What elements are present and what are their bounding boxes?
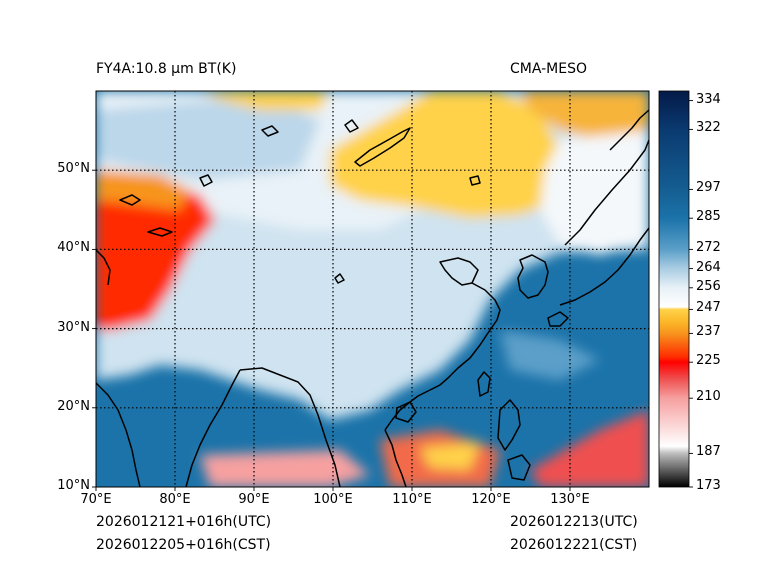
brightness-temperature-field xyxy=(96,91,649,487)
colorbar-tick-label: 334 xyxy=(696,91,721,107)
colorbar-tick-label: 285 xyxy=(696,209,721,225)
south-cloud-band-right xyxy=(530,410,649,487)
taiwan xyxy=(477,371,491,397)
lat-tick-label: 20°N xyxy=(57,398,90,414)
title-left: FY4A:10.8 µm BT(K) xyxy=(96,61,237,77)
bay-of-bengal-north xyxy=(239,367,341,487)
graticule xyxy=(96,91,649,487)
colorbar-tick-label: 322 xyxy=(696,120,721,136)
colorbar-tick-label: 297 xyxy=(696,180,721,196)
sea-light-east xyxy=(500,330,600,380)
philippines-south xyxy=(507,454,531,481)
convection-west xyxy=(96,175,215,330)
bohai-coast xyxy=(439,257,479,286)
colorbar-tick-label: 256 xyxy=(696,278,721,294)
colorbar xyxy=(658,90,690,488)
lat-tick-label: 40°N xyxy=(57,240,90,256)
white-band-ne xyxy=(540,130,649,255)
india-west-coast xyxy=(96,382,141,487)
lake-1 xyxy=(119,194,141,206)
map-frame xyxy=(95,90,650,488)
colorbar-tick-label: 272 xyxy=(696,240,721,256)
cold-cloud-ne-band xyxy=(520,91,649,140)
footer-left-line1: 2026012121+016h(UTC) xyxy=(96,514,272,530)
lake-2 xyxy=(261,125,279,137)
cold-cloud-north xyxy=(200,91,330,110)
footer-right-line1: 2026012213(UTC) xyxy=(510,514,638,530)
colorbar-ticks xyxy=(689,100,693,488)
india-east-coast xyxy=(185,369,241,487)
colorbar-tick-label: 173 xyxy=(696,478,721,493)
hainan xyxy=(395,401,417,423)
yellow-patch-south xyxy=(420,442,480,470)
korea-coast xyxy=(517,254,549,299)
footer-left-line2: 2026012205+016h(CST) xyxy=(96,537,271,553)
lake-6 xyxy=(334,273,345,284)
colorbar-tick-label: 264 xyxy=(696,259,721,275)
colorbar-tick-label: 187 xyxy=(696,444,721,460)
footer-right-line2: 2026012221(CST) xyxy=(510,537,638,553)
lat-tick-label: 50°N xyxy=(57,161,90,177)
lon-tick-label: 80°E xyxy=(159,492,191,507)
map-ticks xyxy=(92,169,571,491)
japan-coast xyxy=(559,227,649,306)
china-coastline xyxy=(384,282,501,431)
sakhalin xyxy=(609,109,649,151)
lake-3 xyxy=(344,119,359,133)
lon-tick-label: 130°E xyxy=(550,492,590,507)
lon-tick-label: 100°E xyxy=(313,492,353,507)
lon-tick-label: 70°E xyxy=(80,492,112,507)
lon-tick-label: 120°E xyxy=(471,492,511,507)
colorbar-tick-label: 210 xyxy=(696,389,721,405)
russia-coast xyxy=(564,139,649,246)
title-right: CMA-MESO xyxy=(510,61,588,77)
colorbar-tick-label: 237 xyxy=(696,324,721,340)
balkhash xyxy=(147,227,173,237)
caspian-east xyxy=(96,249,111,286)
japan-kyushu xyxy=(547,311,569,327)
lake-baikal xyxy=(354,127,411,167)
lat-tick-label: 10°N xyxy=(57,478,90,493)
philippines xyxy=(497,399,521,451)
cold-cloud-mongolia xyxy=(330,91,560,218)
lake-5 xyxy=(469,175,481,186)
south-cloud-band-left xyxy=(200,450,370,487)
north-west-pale xyxy=(96,95,320,180)
colorbar-tick-label: 225 xyxy=(696,353,721,369)
lon-tick-label: 90°E xyxy=(238,492,270,507)
colorbar-tick-label: 247 xyxy=(696,300,721,316)
indochina-coast xyxy=(384,429,407,487)
lon-tick-label: 110°E xyxy=(392,492,432,507)
lake-4 xyxy=(199,174,213,187)
coastlines xyxy=(96,109,649,487)
lat-tick-label: 30°N xyxy=(57,319,90,335)
